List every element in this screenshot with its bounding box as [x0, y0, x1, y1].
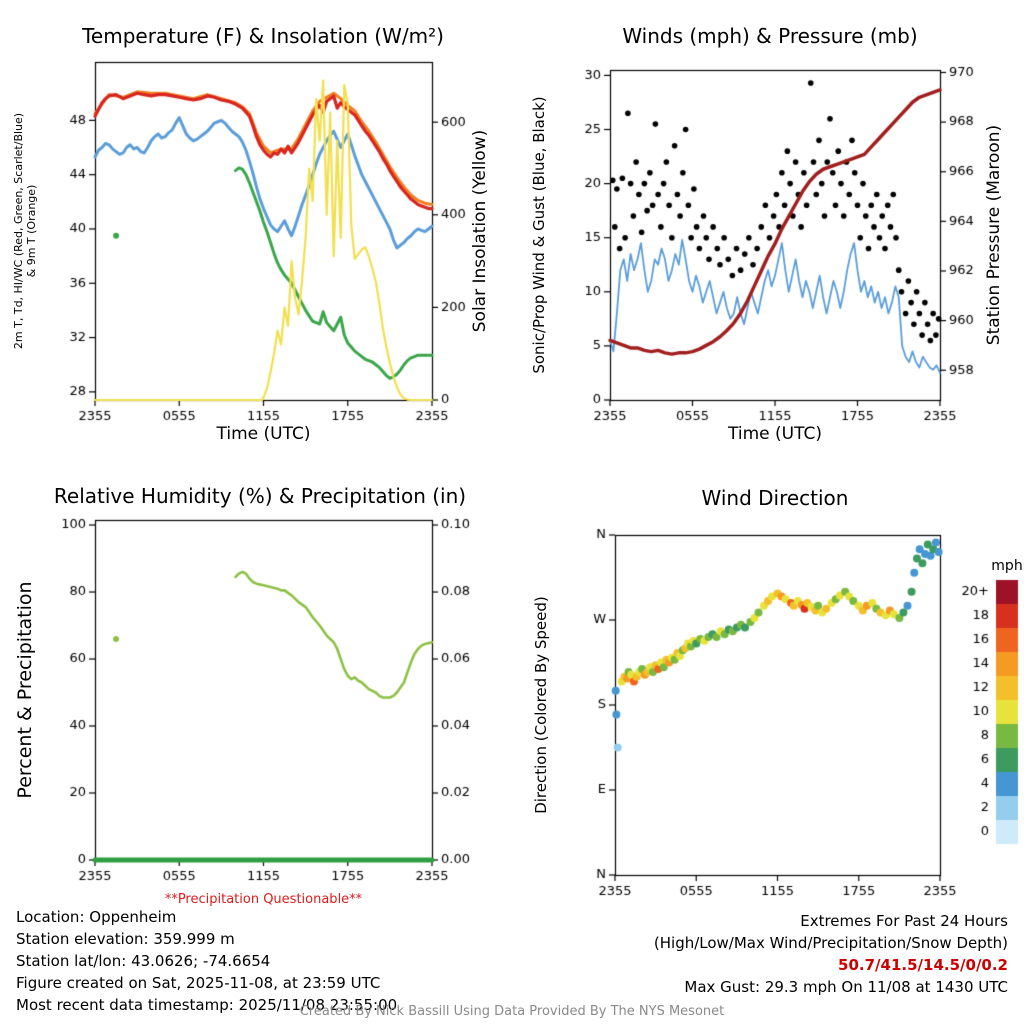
figure-created: Figure created on Sat, 2025-11-08, at 23…	[16, 974, 381, 992]
station-info: Location: Oppenheim Station elevation: 3…	[16, 906, 397, 1016]
extremes-title: Extremes For Past 24 Hours	[800, 912, 1008, 930]
pressure-y-axis-label: Station Pressure (Maroon)	[984, 124, 1004, 346]
extremes-values: 50.7/41.5/14.5/0/0.2	[838, 956, 1008, 974]
wind-direction-canvas	[512, 460, 1024, 924]
temperature-y-axis-label-line1: 2m T, Td, HI/WC (Red, Green, Scarlet/Blu…	[12, 112, 25, 350]
station-elevation: Station elevation: 359.999 m	[16, 930, 235, 948]
data-timestamp: Most recent data timestamp: 2025/11/08 2…	[16, 996, 398, 1014]
winds-pressure-canvas	[512, 0, 1024, 460]
humidity-y-axis-label: Percent & Precipitation	[14, 581, 36, 799]
extremes-subtitle: (High/Low/Max Wind/Precipitation/Snow De…	[653, 934, 1008, 952]
temperature-insolation-chart: Temperature (F) & Insolation (W/m²) 2m T…	[0, 0, 512, 460]
precipitation-questionable-note: **Precipitation Questionable**	[164, 892, 363, 907]
humidity-precipitation-chart: Relative Humidity (%) & Precipitation (i…	[0, 460, 512, 924]
temperature-y-axis-label: 2m T, Td, HI/WC (Red, Green, Scarlet/Blu…	[12, 62, 38, 400]
max-gust: Max Gust: 29.3 mph On 11/08 at 1430 UTC	[684, 978, 1008, 996]
humidity-precipitation-canvas	[0, 460, 512, 924]
wind-direction-chart: Wind Direction Direction (Colored By Spe…	[512, 460, 1024, 924]
extremes-summary: Extremes For Past 24 Hours (High/Low/Max…	[556, 910, 1008, 998]
footer-credit: Created By Nick Bassill Using Data Provi…	[299, 1004, 725, 1019]
winds-x-axis-label: Time (UTC)	[728, 424, 822, 444]
temperature-x-axis-label: Time (UTC)	[216, 424, 311, 444]
station-latlon: Station lat/lon: 43.0626; -74.6654	[16, 952, 271, 970]
colorbar-units-label: mph	[991, 558, 1023, 574]
wind-direction-y-axis-label: Direction (Colored By Speed)	[532, 596, 550, 814]
wind-y-axis-label: Sonic/Prop Wind & Gust (Blue, Black)	[530, 96, 548, 374]
station-location: Location: Oppenheim	[16, 908, 177, 926]
insolation-y-axis-label: Solar Insolation (Yellow)	[470, 129, 490, 333]
wind-direction-chart-title: Wind Direction	[701, 486, 849, 510]
winds-pressure-chart: Winds (mph) & Pressure (mb) Sonic/Prop W…	[512, 0, 1024, 460]
temperature-chart-title: Temperature (F) & Insolation (W/m²)	[82, 24, 444, 48]
temperature-y-axis-label-line2: & 9m T (Orange)	[25, 184, 38, 278]
humidity-chart-title: Relative Humidity (%) & Precipitation (i…	[53, 484, 467, 508]
temperature-insolation-canvas	[0, 0, 512, 460]
winds-chart-title: Winds (mph) & Pressure (mb)	[622, 24, 918, 48]
